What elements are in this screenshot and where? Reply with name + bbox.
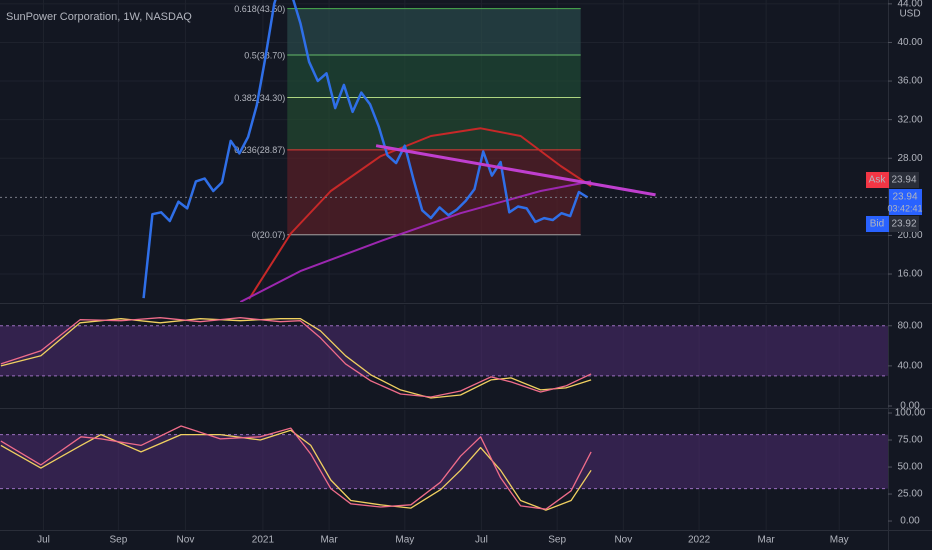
series-line [0,429,592,511]
fib-band [287,149,581,235]
y-tick-label: 40.00 [897,361,922,372]
x-tick-label: Jul [475,535,488,546]
y-tick-label: 0.00 [900,516,920,527]
x-tick-label: Sep [110,535,128,546]
fib-label: 0.236(28.87) [234,145,285,155]
series-line [0,317,592,398]
y-tick-label: 40.00 [897,37,922,48]
ask-label: Ask [869,175,887,186]
panel [0,425,888,511]
y-tick-label: 75.00 [897,435,922,446]
panel: 0.618(43.50)0.5(38.70)0.382(34.30)0.236(… [0,0,888,302]
panel [0,317,888,399]
x-tick-label: May [395,535,414,546]
y-tick-label: 28.00 [897,153,922,164]
y-tick-label: 25.00 [897,489,922,500]
plot-layer: 0.618(43.50)0.5(38.70)0.382(34.30)0.236(… [0,0,888,530]
x-tick-label: Mar [320,535,338,546]
band [0,325,888,376]
series-line [248,127,592,300]
x-tick-label: Sep [548,535,566,546]
bid-box [889,216,919,232]
chart-title: SunPower Corporation, 1W, NASDAQ [6,11,192,23]
series-line [142,0,589,299]
x-tick-label: Nov [177,535,195,546]
band [0,434,888,489]
y-tick-label: 100.00 [895,408,926,419]
fib-label: 0.382(34.30) [234,93,285,103]
fib-band [287,97,581,150]
fib-band [287,54,581,98]
y-tick-label: 0.00 [900,401,920,412]
x-tick-label: 2022 [688,535,711,546]
y-tick-label: 80.00 [897,320,922,331]
x-tick-label: Mar [758,535,776,546]
series-line [239,180,592,302]
y-tick-label: 44.00 [897,0,922,10]
currency: USD [899,9,920,20]
countdown: 03:42:41 [887,203,922,213]
last-box [889,189,922,215]
fib-band [287,8,581,55]
y-tick-label: 20.00 [897,230,922,241]
series-line [0,318,592,399]
trendline [375,144,656,197]
last-value: 23.94 [892,192,917,203]
bid-label: Bid [870,219,884,230]
x-tick-label: Nov [614,535,632,546]
x-tick-label: Jul [37,535,50,546]
series-line [0,425,592,510]
fib-label: 0(20.07) [252,230,286,240]
ask-tag [866,172,889,188]
bid-value: 23.92 [891,219,916,230]
x-tick-label: 2021 [252,535,275,546]
y-tick-label: 50.00 [897,462,922,473]
ask-box [889,172,919,188]
fib-label: 0.618(43.50) [234,4,285,14]
bid-tag [866,216,889,232]
y-tick-label: 32.00 [897,114,922,125]
y-tick-label: 16.00 [897,269,922,280]
x-tick-label: May [830,535,849,546]
y-tick-label: 36.00 [897,76,922,87]
ask-value: 23.94 [891,175,916,186]
